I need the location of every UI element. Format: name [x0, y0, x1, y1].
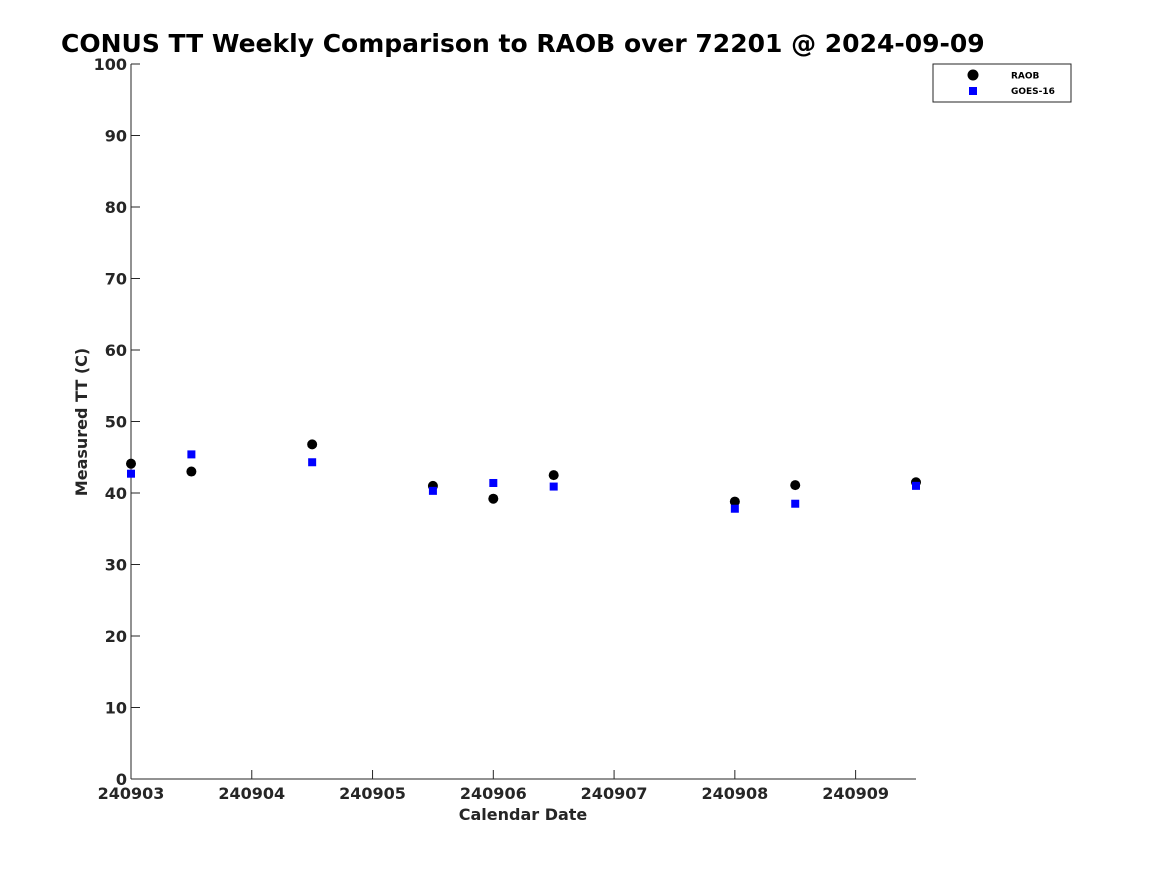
legend-label-goes16: GOES-16	[1011, 87, 1055, 97]
point-goes16	[308, 458, 317, 467]
point-raob	[186, 466, 197, 477]
point-raob	[488, 493, 499, 504]
legend-box	[932, 63, 1072, 103]
point-goes16	[428, 486, 437, 495]
x-tick-label: 240903	[98, 784, 165, 803]
point-raob	[790, 480, 801, 491]
chart-title: CONUS TT Weekly Comparison to RAOB over …	[61, 29, 985, 58]
y-axis-ticks: 0 10 20 30 40 50 60 70 80 90 100	[94, 55, 140, 789]
point-goes16	[791, 499, 800, 508]
plot-area	[130, 64, 916, 780]
y-tick-label: 40	[105, 484, 127, 503]
y-tick-label: 80	[105, 198, 127, 217]
point-goes16	[187, 450, 196, 459]
point-raob	[729, 496, 740, 507]
x-tick-label: 240909	[822, 784, 889, 803]
data-points	[126, 439, 921, 513]
point-goes16	[549, 482, 558, 491]
y-tick-label: 50	[105, 413, 127, 432]
legend-marker-goes16	[969, 87, 977, 95]
point-goes16	[730, 504, 739, 513]
x-axis-ticks: 240903 240904 240905 240906 240907 240908 2409…	[98, 770, 889, 803]
x-axis-label: Calendar Date	[459, 805, 588, 824]
legend-marker-raob	[967, 69, 979, 81]
point-goes16	[489, 478, 498, 487]
point-raob	[126, 458, 136, 469]
x-tick-label: 240904	[218, 784, 285, 803]
y-axis-label: Measured TT (C)	[72, 348, 91, 496]
y-tick-label: 90	[105, 127, 127, 146]
point-goes16	[912, 481, 920, 490]
y-tick-label: 100	[94, 55, 127, 74]
point-raob	[307, 439, 318, 450]
y-tick-label: 0	[116, 770, 127, 789]
point-goes16	[127, 469, 135, 478]
y-tick-label: 10	[105, 699, 127, 718]
x-tick-label: 240905	[339, 784, 406, 803]
point-raob	[548, 470, 559, 481]
legend-label-raob: RAOB	[1011, 72, 1040, 82]
y-tick-label: 20	[105, 627, 127, 646]
y-tick-label: 30	[105, 556, 127, 575]
legend: RAOB GOES-16	[932, 63, 1072, 103]
x-tick-label: 240907	[581, 784, 648, 803]
x-tick-label: 240908	[701, 784, 768, 803]
y-tick-label: 60	[105, 341, 127, 360]
x-tick-label: 240906	[460, 784, 527, 803]
y-tick-label: 70	[105, 270, 127, 289]
